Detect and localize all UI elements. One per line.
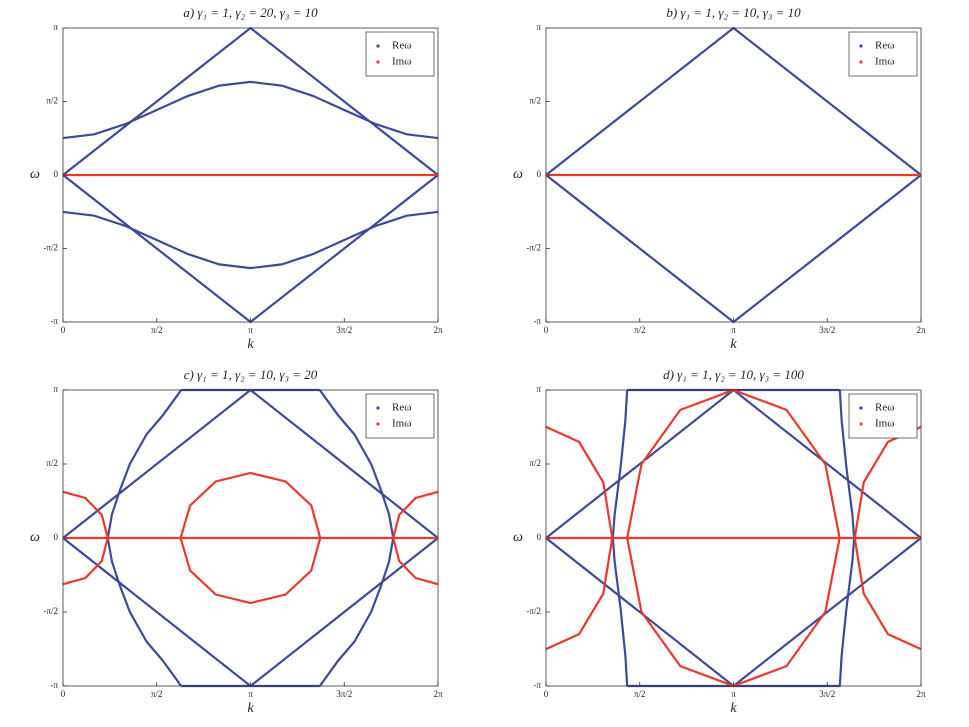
x-tick-label: π <box>731 325 736 335</box>
y-tick-label: 0 <box>54 169 59 179</box>
y-tick-label: π <box>536 384 541 394</box>
x-tick-label: 3π/2 <box>336 325 352 335</box>
chart-title: c) γ₁ = 1, γ₂ = 10, γ₃ = 20 <box>184 367 318 382</box>
y-tick-label: 0 <box>54 532 59 542</box>
y-tick-label: -π <box>50 680 58 690</box>
x-tick-label: 0 <box>544 689 549 699</box>
x-axis-label: k <box>730 701 737 716</box>
y-tick-label: π/2 <box>46 458 58 468</box>
y-tick-label: -π <box>533 680 541 690</box>
y-tick-label: 0 <box>537 532 542 542</box>
legend-marker <box>859 60 863 64</box>
x-tick-label: 2π <box>916 325 926 335</box>
legend-label: Imω <box>875 56 894 68</box>
legend-label: Reω <box>875 40 894 52</box>
legend-box <box>848 393 918 439</box>
legend-marker <box>859 44 863 48</box>
x-tick-label: 0 <box>544 325 549 335</box>
legend-marker <box>859 422 863 426</box>
legend-box <box>848 31 918 77</box>
y-tick-label: π/2 <box>46 96 58 106</box>
x-axis-label: k <box>247 337 254 352</box>
legend-marker <box>376 44 380 48</box>
x-tick-label: π/2 <box>151 689 163 699</box>
legend-marker <box>376 422 380 426</box>
x-tick-label: 3π/2 <box>336 689 352 699</box>
x-axis-label: k <box>730 337 737 352</box>
legend-marker <box>376 406 380 410</box>
y-tick-label: -π/2 <box>43 606 58 616</box>
legend-label: Reω <box>392 40 411 52</box>
x-tick-label: 2π <box>916 689 926 699</box>
x-tick-label: π <box>731 689 736 699</box>
y-tick-label: π <box>53 384 58 394</box>
y-axis-label: ω <box>513 167 523 182</box>
legend-box <box>365 393 435 439</box>
legend-label: Imω <box>392 418 411 430</box>
legend-marker <box>859 406 863 410</box>
x-tick-label: π/2 <box>151 325 163 335</box>
x-tick-label: 2π <box>433 689 443 699</box>
chart-title: a) γ₁ = 1, γ₂ = 20, γ₃ = 10 <box>183 5 318 20</box>
y-tick-label: π/2 <box>529 96 541 106</box>
x-axis-label: k <box>247 701 254 716</box>
y-tick-label: -π/2 <box>526 606 541 616</box>
x-tick-label: 0 <box>61 325 66 335</box>
y-tick-label: -π/2 <box>43 243 58 253</box>
series-line <box>62 471 439 605</box>
legend-label: Reω <box>392 402 411 414</box>
x-tick-label: π <box>248 325 253 335</box>
legend-label: Imω <box>875 418 894 430</box>
chart-title: d) γ₁ = 1, γ₂ = 10, γ₃ = 100 <box>663 367 804 382</box>
x-tick-label: 0 <box>61 689 66 699</box>
y-tick-label: -π/2 <box>526 243 541 253</box>
y-tick-label: π <box>536 22 541 32</box>
y-tick-label: -π <box>533 316 541 326</box>
y-tick-label: 0 <box>537 169 542 179</box>
x-tick-label: 3π/2 <box>819 689 835 699</box>
x-tick-label: 2π <box>433 325 443 335</box>
x-tick-label: π/2 <box>634 325 646 335</box>
x-tick-label: 3π/2 <box>819 325 835 335</box>
y-tick-label: π/2 <box>529 458 541 468</box>
legend-marker <box>376 60 380 64</box>
legend-label: Imω <box>392 56 411 68</box>
y-axis-label: ω <box>30 167 40 182</box>
x-tick-label: π <box>248 689 253 699</box>
legend-box <box>365 31 435 77</box>
y-axis-label: ω <box>513 530 523 545</box>
y-axis-label: ω <box>30 530 40 545</box>
y-tick-label: π <box>53 22 58 32</box>
chart-title: b) γ₁ = 1, γ₂ = 10, γ₃ = 10 <box>666 5 801 20</box>
y-tick-label: -π <box>50 316 58 326</box>
x-tick-label: π/2 <box>634 689 646 699</box>
legend-label: Reω <box>875 402 894 414</box>
